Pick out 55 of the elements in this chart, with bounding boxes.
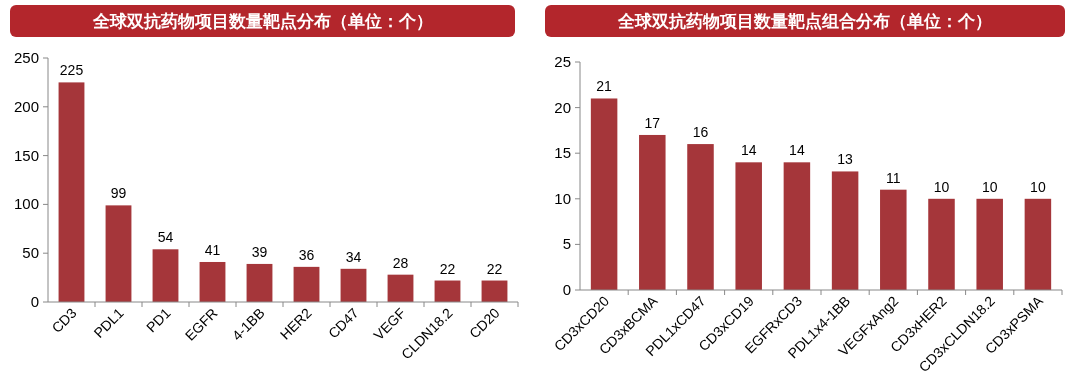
bar — [340, 268, 367, 302]
data-label: 10 — [933, 178, 950, 195]
y-tick-label: 20 — [554, 98, 571, 116]
bar — [687, 144, 714, 290]
data-label: 21 — [596, 78, 613, 95]
data-label: 11 — [886, 169, 901, 186]
data-label: 16 — [692, 124, 709, 141]
data-label: 99 — [110, 185, 127, 202]
bar — [152, 249, 179, 302]
data-label: 14 — [789, 142, 805, 159]
y-tick-label: 25 — [554, 53, 571, 70]
data-label: 39 — [251, 243, 268, 260]
data-label: 22 — [486, 260, 503, 277]
data-label: 17 — [644, 114, 661, 131]
bar — [387, 274, 414, 302]
data-label: 22 — [439, 260, 456, 277]
data-label: 14 — [740, 142, 757, 159]
data-label: 34 — [345, 248, 362, 265]
data-label: 225 — [59, 62, 84, 79]
bar — [639, 134, 666, 290]
bar — [880, 189, 907, 290]
bar — [976, 198, 1003, 290]
x-tick-label: PD1 — [143, 304, 174, 336]
bar — [590, 98, 618, 290]
data-label: 28 — [392, 254, 409, 271]
bar — [735, 162, 762, 290]
bar — [293, 266, 320, 302]
y-tick-label: 15 — [554, 144, 571, 162]
data-label: 36 — [298, 246, 315, 263]
bar — [199, 261, 226, 302]
data-label: 10 — [1030, 178, 1046, 195]
y-tick-label: 100 — [13, 195, 39, 213]
bar — [831, 171, 859, 290]
y-tick-label: 10 — [554, 189, 571, 207]
bar — [928, 198, 955, 290]
bar — [1024, 198, 1052, 290]
y-tick-label: 250 — [13, 49, 39, 66]
data-label: 41 — [204, 241, 221, 258]
y-tick-label: 50 — [22, 244, 39, 262]
bar — [105, 205, 132, 302]
y-tick-label: 0 — [562, 281, 571, 298]
bar — [58, 82, 85, 302]
data-label: 13 — [837, 151, 854, 168]
bar — [434, 280, 461, 302]
y-tick-label: 5 — [562, 235, 571, 253]
bar — [246, 263, 273, 302]
chart-title: 全球双抗药物项目数量靶点组合分布（单位：个） — [617, 11, 992, 31]
chart-title: 全球双抗药物项目数量靶点分布（单位：个） — [91, 11, 433, 31]
bar — [783, 162, 811, 290]
y-tick-label: 0 — [30, 293, 39, 310]
y-tick-label: 150 — [13, 146, 39, 164]
data-label: 54 — [157, 229, 174, 246]
y-tick-label: 200 — [13, 97, 39, 115]
bar — [481, 280, 508, 302]
data-label: 10 — [981, 178, 998, 195]
